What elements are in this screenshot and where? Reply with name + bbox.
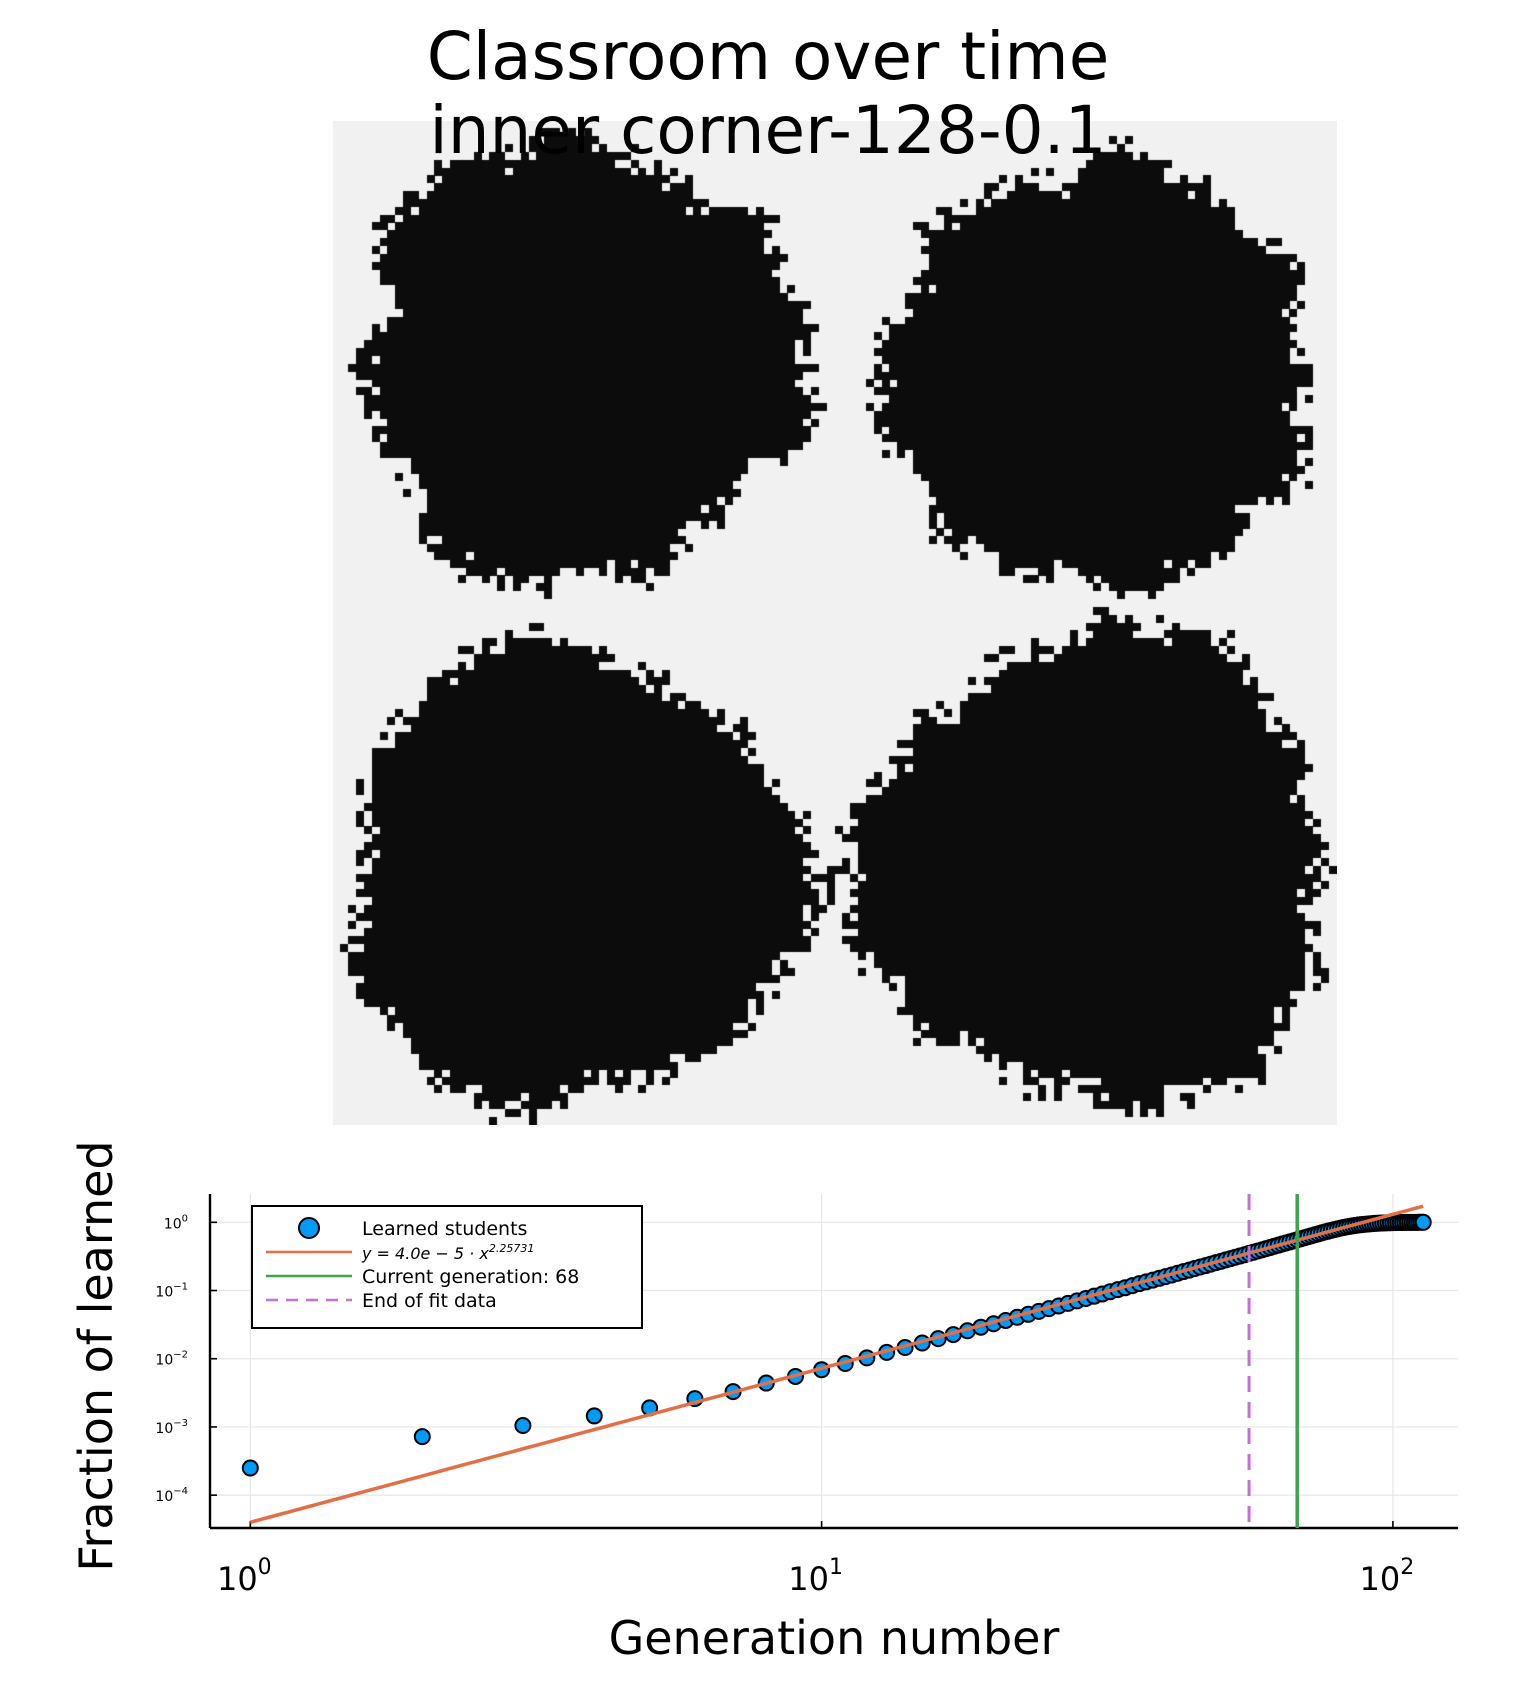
y-tick-label-exponent: −4 bbox=[173, 1486, 188, 1497]
x-tick-label-exponent: 0 bbox=[258, 1555, 272, 1580]
y-tick-label-exponent: −3 bbox=[173, 1418, 188, 1429]
y-tick-label: 10−3 bbox=[155, 1418, 188, 1437]
x-tick-label: 100 bbox=[217, 1555, 272, 1598]
data-point bbox=[1414, 1213, 1432, 1231]
x-tick-label-exponent: 1 bbox=[829, 1555, 843, 1580]
y-tick-label: 10−1 bbox=[155, 1282, 188, 1301]
x-tick-label-exponent: 2 bbox=[1400, 1555, 1414, 1580]
data-point bbox=[413, 1428, 431, 1446]
y-axis-title: Fraction of learned bbox=[69, 1140, 123, 1571]
data-point bbox=[241, 1459, 259, 1477]
classroom-grid-heatmap bbox=[333, 121, 1337, 1125]
x-tick-label: 101 bbox=[788, 1555, 843, 1598]
legend-marker-learned-students bbox=[298, 1217, 320, 1239]
y-tick-label: 10−2 bbox=[155, 1350, 188, 1369]
legend-label: Current generation: 68 bbox=[362, 1266, 579, 1288]
y-tick-label-exponent: 0 bbox=[182, 1213, 188, 1224]
x-axis-title: Generation number bbox=[609, 1611, 1060, 1665]
data-point bbox=[514, 1416, 532, 1434]
y-tick-label: 10−4 bbox=[155, 1486, 188, 1505]
y-tick-label-exponent: −1 bbox=[173, 1282, 188, 1293]
legend-label: End of fit data bbox=[362, 1290, 497, 1312]
legend-label-exponent: 2.25731 bbox=[489, 1242, 535, 1255]
x-tick-label: 102 bbox=[1360, 1555, 1415, 1598]
y-tick-label-exponent: −2 bbox=[173, 1350, 188, 1361]
chart-title-line1: Classroom over time bbox=[426, 18, 1110, 95]
data-point bbox=[585, 1407, 603, 1425]
legend-label: Learned students bbox=[362, 1218, 527, 1240]
fit-line bbox=[249, 1204, 1424, 1524]
y-tick-label: 100 bbox=[164, 1213, 188, 1232]
